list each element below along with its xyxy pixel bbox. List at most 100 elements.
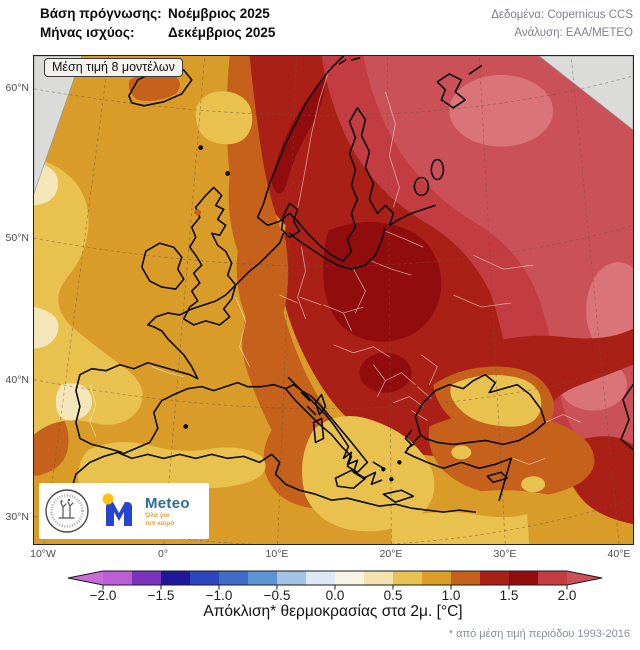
coastlines <box>59 56 633 537</box>
coast-cyprus <box>486 471 509 484</box>
anomaly-patch-pale-west-edge-2 <box>34 306 59 349</box>
analysis-source: Ανάλυση: ΕΑΑ/ΜΕΤΕΟ <box>514 27 633 39</box>
europe-anomaly-map: Μέση τιμή 8 μοντέλων Meteo <box>33 55 634 545</box>
coast-adriatic-east <box>287 376 342 436</box>
lon-label: 0° <box>157 548 169 560</box>
anomaly-patch-pale-portugal <box>55 383 93 421</box>
lon-label: 20°E <box>379 548 403 560</box>
anomaly-core-deep-red-central <box>323 222 442 342</box>
forecast-base-value: Νοέμβριος 2025 <box>168 6 270 21</box>
colorbar-tick-label: 1.5 <box>499 588 519 603</box>
coast-iberia-france <box>75 232 285 454</box>
coast-sardinia <box>312 417 325 444</box>
coast-aegean-isle-1 <box>381 467 386 472</box>
coast-great-britain <box>182 186 237 326</box>
colorbar-segment <box>451 571 481 585</box>
anomaly-spot-scotland <box>194 209 202 216</box>
colorbar-tick-label: 1.0 <box>441 588 461 603</box>
coast-lakes <box>413 158 445 197</box>
country-borders <box>89 67 582 465</box>
anomaly-zone-dark-orange-anatolia <box>428 413 595 497</box>
anomaly-patch-dark-orange-iceland <box>128 71 180 101</box>
colorbar-tick-label: 0.0 <box>325 588 345 603</box>
colorbar-segment <box>248 571 278 585</box>
colorbar-tick-label: −0.5 <box>263 588 291 603</box>
anomaly-patch-gold-egypt <box>391 512 530 544</box>
coast-shetland <box>225 171 231 176</box>
coast-aegean-isle-3 <box>397 460 402 465</box>
colorbar-segment <box>219 571 249 585</box>
model-mean-badge: Μέση τιμή 8 μοντέλων <box>44 58 183 77</box>
coast-greece <box>339 433 385 486</box>
meteo-wordmark: Meteo Όλα για τον καιρό <box>145 495 190 527</box>
coast-ireland <box>141 242 185 290</box>
logo-box: Meteo Όλα για τον καιρό <box>39 483 209 539</box>
colorbar-tick-label: 2.0 <box>557 588 577 603</box>
anomaly-spot-gold-anatolia-1 <box>451 445 472 460</box>
anomaly-patch-gold-greece <box>301 415 435 532</box>
forecast-base-label: Βάση πρόγνωσης: <box>40 6 162 21</box>
reference-period-footnote: * από μέση τιμή περιόδου 1993-2016 <box>448 628 630 640</box>
coast-turkey-south <box>404 451 513 470</box>
colorbar-segment <box>364 571 394 585</box>
meteo-m-icon <box>102 493 132 526</box>
anomaly-map-canvas <box>34 56 633 544</box>
anomaly-zone-dark-orange-band <box>226 56 350 509</box>
coast-caspian-edge <box>620 383 633 451</box>
no-data-corner-right <box>538 56 633 131</box>
colorbar <box>67 570 603 590</box>
coast-svalbard-bits <box>338 57 361 65</box>
coast-italy <box>284 383 369 474</box>
coast-white-sea <box>436 65 483 109</box>
coast-spain-med <box>121 381 287 456</box>
coast-corsica <box>314 393 327 416</box>
source-header: Δεδομένα: Copernicus CCS Ανάλυση: ΕΑΑ/ΜΕ… <box>491 6 633 42</box>
coast-crete <box>382 489 415 503</box>
lat-label: 30°N <box>5 511 29 523</box>
data-source: Δεδομένα: Copernicus CCS <box>491 9 633 21</box>
anomaly-patch-light-pink-north <box>449 74 554 147</box>
colorbar-segment <box>509 571 539 585</box>
observatory-seal-icon <box>45 489 89 533</box>
lon-label: 30°E <box>493 548 517 560</box>
lat-label: 50°N <box>5 232 29 244</box>
graticule <box>34 56 633 544</box>
colorbar-segment <box>335 571 365 585</box>
colorbar-segment <box>277 571 307 585</box>
lon-label: 10°E <box>265 548 289 560</box>
coast-north-africa <box>75 451 477 513</box>
anomaly-core-deep-red-norway <box>271 77 326 194</box>
anomaly-patch-gold-west <box>34 157 143 435</box>
colorbar-segment <box>480 571 510 585</box>
coast-balearics <box>183 424 189 429</box>
colorbar-tick-label: 0.5 <box>383 588 403 603</box>
coast-scandinavia <box>256 56 437 262</box>
colorbar-extend-left-arrow <box>68 571 103 585</box>
coast-aegean-isle-2 <box>389 477 394 482</box>
colorbar-segment <box>538 571 568 585</box>
anomaly-core-deep-red-balkans <box>359 352 412 393</box>
lon-label: 10°W <box>30 548 56 560</box>
lat-label: 40°N <box>5 374 29 386</box>
meteo-tagline: Όλα για τον καιρό <box>145 512 175 527</box>
colorbar-caption: Απόκλιση* θερμοκρασίας στα 2μ. [°C] <box>203 603 463 620</box>
colorbar-segment <box>190 571 220 585</box>
lat-label: 60°N <box>5 82 29 94</box>
colorbar-tick-label: −1.5 <box>147 588 175 603</box>
colorbar-segment <box>132 571 162 585</box>
colorbar-segment <box>422 571 452 585</box>
no-data-corner-left <box>34 56 83 194</box>
colorbar-segment <box>161 571 191 585</box>
forecast-header: Βάση πρόγνωσης: Νοέμβριος 2025 Μήνας ισχ… <box>40 4 275 42</box>
coast-faroe <box>198 145 204 151</box>
valid-month-label: Μήνας ισχύος: <box>40 25 135 40</box>
colorbar-tick-label: −2.0 <box>89 588 117 603</box>
coast-black-sea <box>414 373 546 446</box>
coast-aegean-turkey <box>404 429 421 454</box>
meteo-brand-text: Meteo <box>145 495 190 512</box>
colorbar-segment <box>103 571 133 585</box>
colorbar-extend-right-arrow <box>567 571 602 585</box>
valid-month-value: Δεκέμβριος 2025 <box>168 25 276 40</box>
anomaly-patch-gold-scotland <box>195 91 253 145</box>
